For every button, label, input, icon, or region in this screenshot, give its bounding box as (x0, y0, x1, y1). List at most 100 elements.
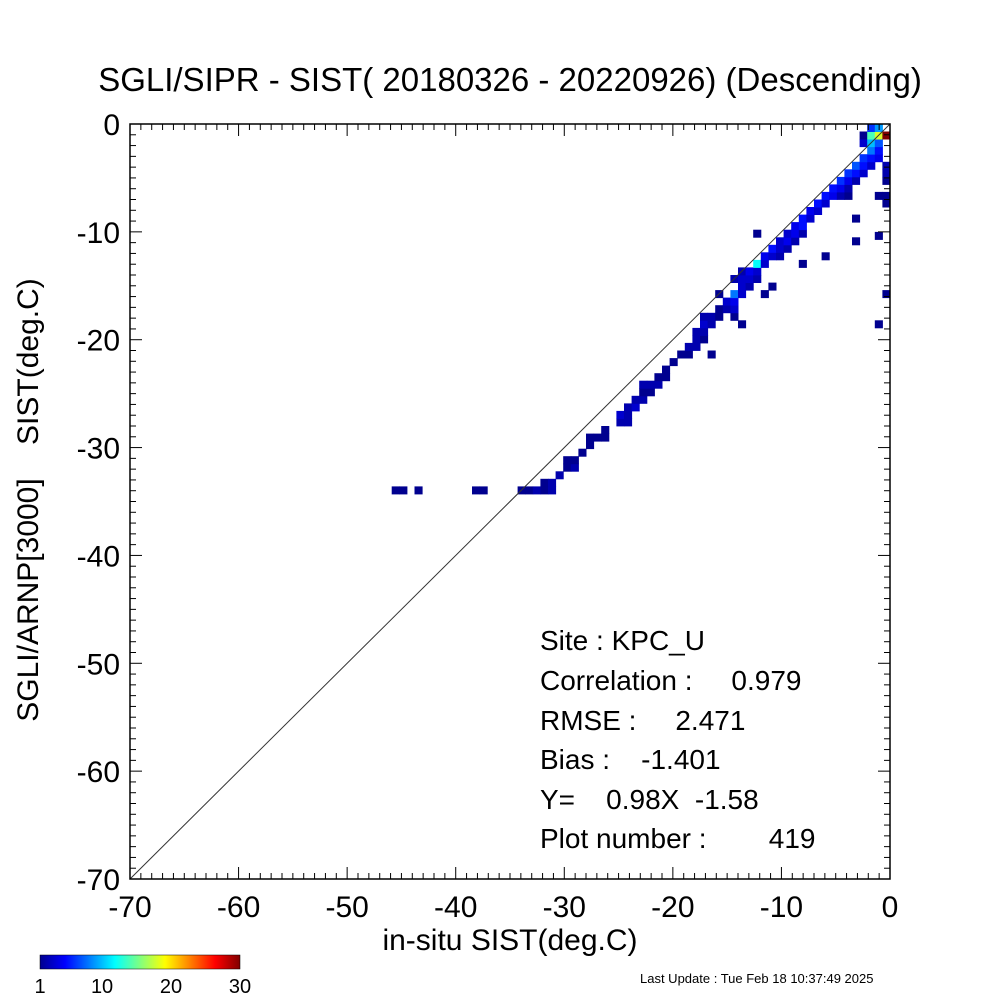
heatmap-cell (601, 426, 610, 434)
heatmap-cell (844, 191, 853, 200)
heatmap-cell (601, 433, 610, 442)
heatmap-cell (874, 320, 883, 329)
heatmap-cell (730, 305, 739, 314)
x-tick-label: -20 (651, 891, 694, 924)
heatmap-cell (867, 154, 876, 163)
y-tick-label: -60 (77, 756, 120, 789)
y-tick-label: -40 (77, 540, 120, 573)
x-tick-label: -60 (217, 891, 260, 924)
heatmap-cell (852, 214, 861, 223)
heatmap-cell (882, 176, 891, 185)
heatmap-cell (882, 131, 891, 140)
last-update-text: Last Update : Tue Feb 18 10:37:49 2025 (640, 971, 873, 986)
stat-plot-number: Plot number : 419 (540, 823, 815, 854)
heatmap-cell (844, 184, 853, 193)
heatmap-cell (414, 486, 423, 495)
heatmap-cell (540, 478, 549, 487)
colorbar (39, 954, 241, 970)
heatmap-cell (852, 176, 861, 185)
heatmap-cell (570, 463, 579, 472)
heatmap-cell (715, 305, 724, 314)
heatmap-cell (707, 350, 716, 359)
y-axis-label: SGLI/ARNP[3000] SIST(deg.C) (12, 278, 45, 722)
heatmap-cell (874, 231, 883, 240)
colorbar-tick-label: 10 (91, 976, 113, 998)
heatmap-cell (867, 124, 876, 132)
heatmap-cell (882, 169, 891, 178)
heatmap-cell (783, 244, 792, 253)
y-tick-labels: 0 -10 -20 -30 -40 -50 -60 -70 (77, 109, 120, 897)
heatmap-cell (692, 327, 701, 336)
x-tick-label: 0 (882, 891, 899, 924)
heatmap-cell (646, 388, 655, 397)
heatmap-cell (821, 191, 830, 200)
heatmap-cell (745, 282, 754, 291)
heatmap-cell (798, 229, 807, 238)
y-tick-label: -30 (77, 433, 120, 466)
heatmap-cell (852, 161, 861, 170)
heatmap-cell (874, 154, 883, 163)
heatmap-cell (639, 380, 648, 389)
heatmap-cell (776, 237, 785, 246)
heatmap-cell (821, 199, 830, 208)
heatmap-cell (730, 312, 739, 321)
heatmap-cell (768, 244, 777, 253)
axis-ticks (129, 123, 891, 880)
heatmap-cell (806, 214, 815, 223)
x-tick-label: -10 (760, 891, 803, 924)
heatmap-cell (844, 169, 853, 178)
heatmap-cell (479, 486, 488, 495)
stat-rmse: RMSE : 2.471 (540, 705, 745, 736)
heatmap-cell (798, 259, 807, 268)
x-tick-label: -30 (543, 891, 586, 924)
heatmap-cell (859, 154, 868, 163)
heatmap-cell (570, 456, 579, 465)
heatmap-cell (753, 229, 762, 238)
heatmap-cell (624, 418, 633, 427)
heatmap-cell (791, 222, 800, 231)
heatmap-cell (791, 237, 800, 246)
heatmap-cell (882, 199, 891, 208)
heatmap-cell (593, 433, 602, 442)
heatmap-cell (662, 365, 671, 374)
heatmap-cell (700, 327, 709, 336)
one-to-one-line (129, 123, 891, 880)
heatmap-cell (874, 146, 883, 155)
heatmap-cell (586, 433, 595, 442)
heatmap-cell (730, 297, 739, 306)
heatmap-cell (578, 448, 587, 457)
heatmap-cell (859, 131, 868, 140)
heatmap-cell (700, 335, 709, 344)
colorbar-tick-label: 20 (160, 976, 182, 998)
colorbar-tick-labels: 1 10 20 30 (34, 976, 251, 998)
y-tick-label: -20 (77, 325, 120, 358)
heatmap-cell (722, 305, 731, 314)
heatmap-cell (738, 320, 747, 329)
heatmap-cell (586, 441, 595, 450)
heatmap-cell (631, 395, 640, 404)
heatmap-cell (806, 207, 815, 215)
heatmap-cell (540, 486, 549, 495)
heatmap-cell (563, 463, 572, 472)
heatmap-cell (852, 169, 861, 178)
heatmap-cell (882, 290, 891, 299)
y-tick-label: -50 (77, 648, 120, 681)
heatmap-cell (829, 191, 838, 200)
heatmap-cell (654, 373, 663, 382)
heatmap-cell (654, 380, 663, 389)
heatmap-cell (829, 184, 838, 193)
heatmap-cell (399, 486, 408, 495)
heatmap-cell (760, 259, 769, 268)
heatmap-cell (798, 214, 807, 223)
colorbar-tick-label: 1 (34, 976, 45, 998)
heatmap-cell (844, 176, 853, 185)
heatmap-cell (563, 456, 572, 465)
heatmap-cell (472, 486, 481, 495)
heatmap-cell (791, 229, 800, 238)
heatmap-cell (730, 290, 739, 299)
heatmap-cell (753, 259, 762, 268)
heatmap-cell (882, 191, 891, 200)
x-tick-labels: -70 -60 -50 -40 -30 -20 -10 0 (108, 891, 898, 924)
heatmap-cell (700, 320, 709, 329)
heatmap-cell (852, 237, 861, 246)
